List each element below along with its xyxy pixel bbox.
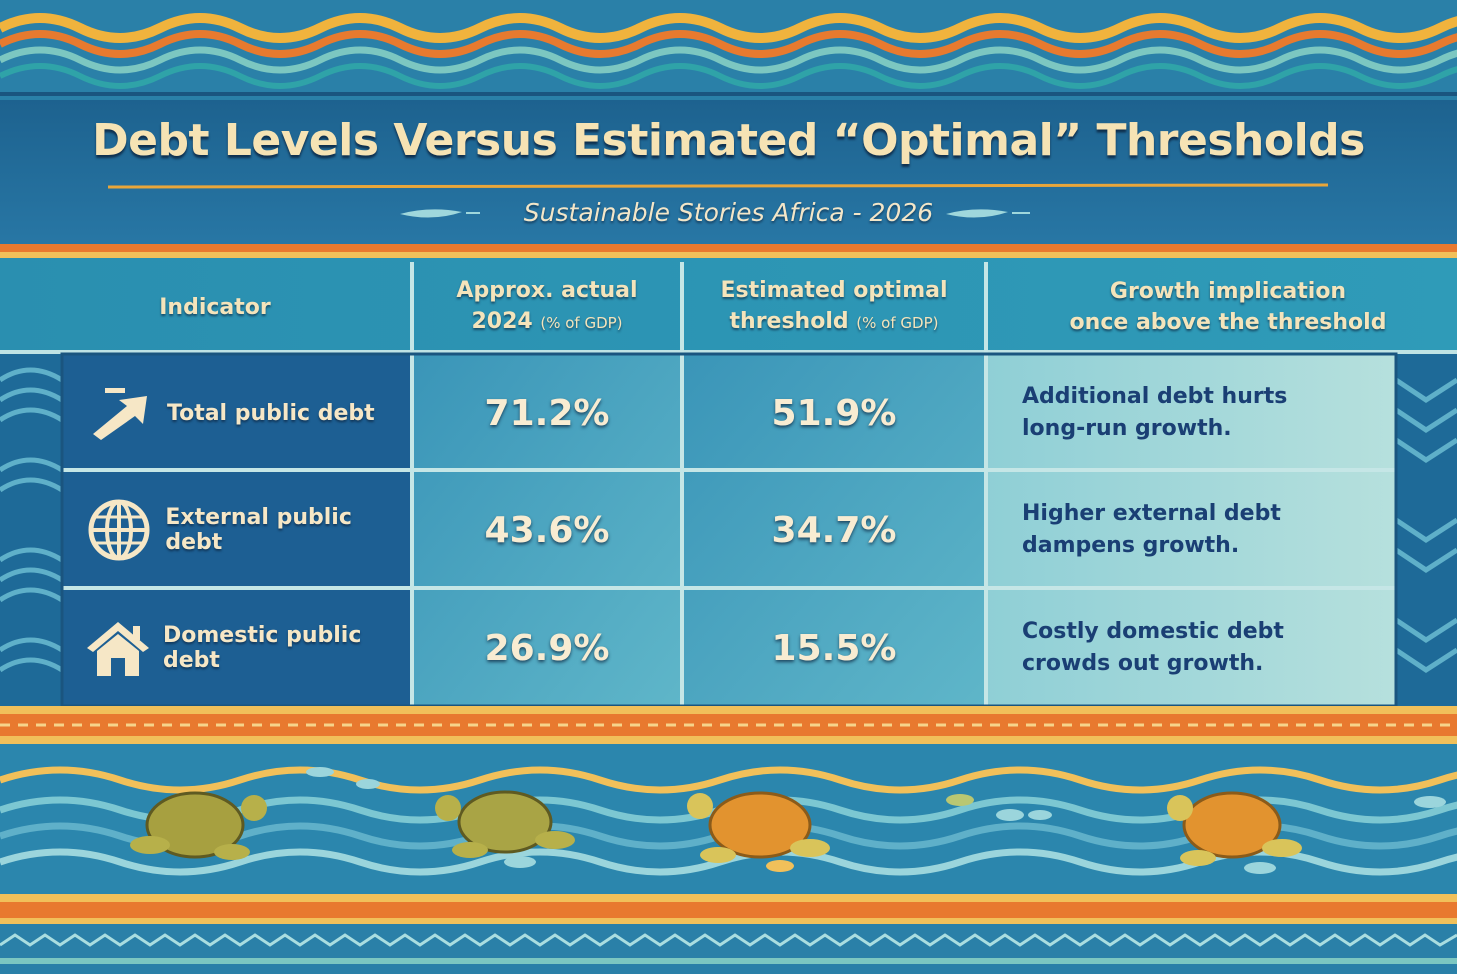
page-subtitle: Sustainable Stories Africa - 2026 <box>523 198 934 227</box>
header-optimal-line1: Estimated optimal <box>720 278 948 303</box>
implication-line2: crowds out growth. <box>1022 651 1264 676</box>
growth-implication: Costly domestic debt crowds out growth. <box>1022 590 1382 706</box>
actual-value: 43.6% <box>484 509 610 551</box>
header-growth: Growth implication once above the thresh… <box>986 264 1457 350</box>
page-title: Debt Levels Versus Estimated “Optimal” T… <box>92 115 1365 166</box>
optimal-value: 34.7% <box>771 509 897 551</box>
turtle-illustration <box>687 791 830 863</box>
house-icon <box>83 618 153 678</box>
header-optimal-line2: threshold <box>729 309 849 334</box>
indicator-label: Domestic public debt <box>163 623 362 673</box>
optimal-value: 51.9% <box>771 392 897 434</box>
table-row-total-indicator: Total public debt <box>65 356 411 470</box>
header-actual-line2: 2024 <box>471 309 533 334</box>
header-optimal: Estimated optimal threshold (% of GDP) <box>682 264 986 350</box>
header-growth-line2: once above the threshold <box>1069 310 1387 335</box>
implication-line1: Costly domestic debt <box>1022 619 1284 644</box>
header-actual: Approx. actual 2024 (% of GDP) <box>412 264 682 350</box>
indicator-label: External public debt <box>165 505 352 555</box>
globe-icon <box>83 499 155 561</box>
indicator-label: Total public debt <box>167 400 375 426</box>
turtle-illustration <box>435 790 575 858</box>
implication-line2: long-run growth. <box>1022 416 1232 441</box>
implication-line1: Additional debt hurts <box>1022 384 1288 409</box>
header-actual-unit: (% of GDP) <box>540 314 623 332</box>
header-growth-line1: Growth implication <box>1109 279 1347 304</box>
turtle-illustration <box>130 791 267 860</box>
header-indicator: Indicator <box>65 264 365 350</box>
table-row-domestic-indicator: Domestic public debt <box>65 590 411 706</box>
table-row-external-indicator: External public debt <box>65 472 411 588</box>
optimal-value: 15.5% <box>771 627 897 669</box>
growth-implication: Higher external debt dampens growth. <box>1022 472 1382 588</box>
header-optimal-unit: (% of GDP) <box>856 314 939 332</box>
implication-line2: dampens growth. <box>1022 533 1240 558</box>
actual-value: 26.9% <box>484 627 610 669</box>
growth-implication: Additional debt hurts long-run growth. <box>1022 356 1382 470</box>
header-actual-line1: Approx. actual <box>456 278 638 303</box>
actual-value: 71.2% <box>484 392 610 434</box>
header-indicator-label: Indicator <box>159 294 271 320</box>
implication-line1: Higher external debt <box>1022 501 1281 526</box>
turtle-illustration <box>1167 791 1302 866</box>
arrow-up-right-icon <box>83 383 157 443</box>
